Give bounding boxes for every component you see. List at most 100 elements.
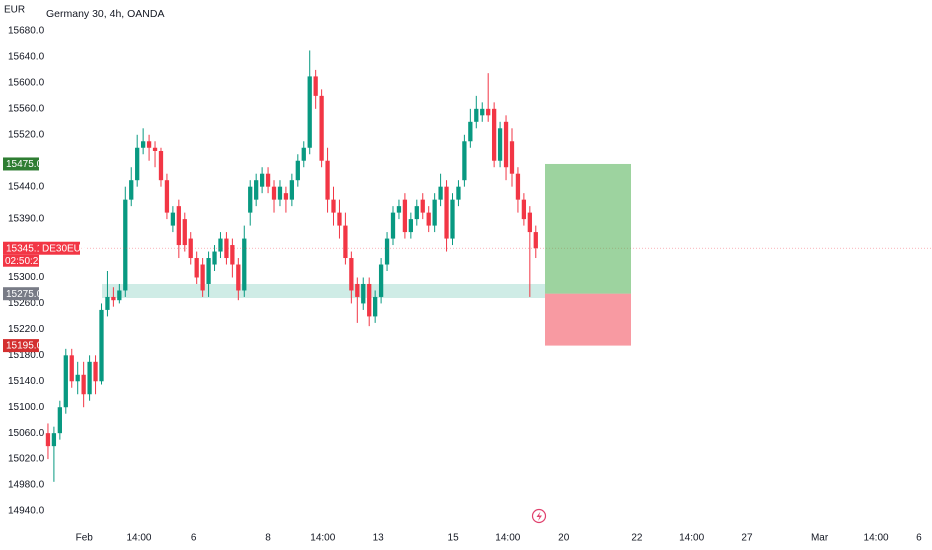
- candle: [432, 193, 437, 233]
- candle: [212, 245, 217, 271]
- candle: [271, 180, 277, 213]
- candle-body: [69, 355, 74, 382]
- symbol-label: DE30EUR: [42, 243, 88, 254]
- candle: [283, 186, 289, 213]
- candle-body: [135, 147, 140, 181]
- entry-price-label: 15275.0: [6, 289, 43, 300]
- chart-title: Germany 30, 4h, OANDA: [46, 8, 164, 20]
- candle-body: [277, 186, 283, 200]
- candle-body: [456, 186, 461, 200]
- candle-body: [170, 212, 176, 226]
- candle-body: [468, 121, 473, 142]
- y-tick-label: 15260.0: [8, 298, 45, 309]
- candle: [295, 154, 300, 187]
- candle-body: [313, 76, 318, 96]
- candle-body: [265, 173, 271, 187]
- candle-body: [230, 245, 235, 265]
- candle-body: [242, 238, 247, 291]
- candle-body: [63, 355, 68, 408]
- candle: [265, 167, 271, 194]
- candle: [307, 50, 312, 155]
- y-tick-label: 15680.0: [8, 26, 45, 37]
- candle: [384, 232, 390, 271]
- candle: [129, 167, 134, 207]
- candle: [242, 225, 247, 297]
- y-tick-label: 15560.0: [8, 103, 45, 114]
- candle: [176, 199, 181, 259]
- y-tick-label: 15060.0: [8, 428, 45, 439]
- candle-body: [254, 180, 259, 200]
- candle-body: [432, 199, 437, 226]
- candle: [319, 89, 324, 168]
- candle: [462, 134, 467, 187]
- entry-price-label-bg: [3, 287, 39, 301]
- candle: [152, 141, 158, 168]
- candle-body: [57, 407, 62, 434]
- candle: [140, 128, 146, 155]
- candle: [313, 69, 318, 109]
- y-tick-label: 14980.0: [8, 480, 45, 491]
- candle: [135, 134, 140, 187]
- candle: [200, 258, 205, 297]
- candle-body: [212, 251, 217, 265]
- candle-body: [99, 309, 104, 382]
- candle-body: [331, 199, 336, 213]
- candle: [378, 258, 384, 304]
- candle-body: [503, 121, 509, 168]
- candle-body: [45, 433, 51, 447]
- candle-body: [343, 225, 348, 259]
- candle-body: [373, 296, 378, 317]
- x-tick-label: 14:00: [126, 533, 151, 544]
- candle: [248, 180, 253, 226]
- candle-body: [123, 199, 128, 291]
- candle: [390, 206, 396, 246]
- countdown-label: 02:50:26: [5, 256, 44, 267]
- candle: [349, 251, 354, 304]
- candle-body: [521, 199, 527, 220]
- candle-body: [486, 108, 491, 116]
- candle-body: [236, 264, 241, 291]
- candle-body: [87, 361, 92, 395]
- candle: [361, 277, 366, 310]
- candle-body: [444, 186, 449, 239]
- x-tick-label: 14:00: [864, 533, 889, 544]
- candle-body: [176, 206, 181, 246]
- candle-body: [349, 258, 354, 291]
- event-icon[interactable]: [531, 508, 547, 524]
- candle-body: [491, 108, 497, 161]
- candle: [111, 287, 116, 307]
- loss-zone: [545, 293, 631, 346]
- candle-body: [188, 238, 193, 259]
- candle: [450, 193, 455, 246]
- candle-body: [194, 258, 199, 278]
- candle-body: [420, 199, 425, 213]
- candle: [289, 173, 295, 207]
- y-tick-label: 15390.0: [8, 214, 45, 225]
- candle: [480, 102, 485, 122]
- candle-body: [474, 108, 479, 122]
- candle-body: [111, 296, 116, 301]
- candle-body: [152, 147, 158, 151]
- candle-body: [218, 238, 223, 252]
- candle: [277, 180, 283, 207]
- candle: [373, 290, 378, 323]
- candle: [158, 147, 164, 187]
- y-tick-label: 15020.0: [8, 454, 45, 465]
- x-tick-label: 20: [558, 533, 570, 544]
- candle-body: [200, 264, 205, 291]
- candle: [51, 426, 57, 482]
- last-price-label-bg: [3, 241, 39, 255]
- candle: [57, 400, 62, 440]
- candle-body: [248, 186, 253, 213]
- candle: [164, 173, 170, 220]
- candle: [75, 361, 80, 395]
- candle: [533, 225, 538, 259]
- candle-body: [509, 141, 515, 174]
- candle: [93, 355, 98, 395]
- candle: [420, 193, 425, 220]
- candle: [367, 277, 372, 327]
- candle-body: [438, 186, 443, 200]
- candle-body: [295, 160, 300, 181]
- candle-body: [402, 199, 408, 233]
